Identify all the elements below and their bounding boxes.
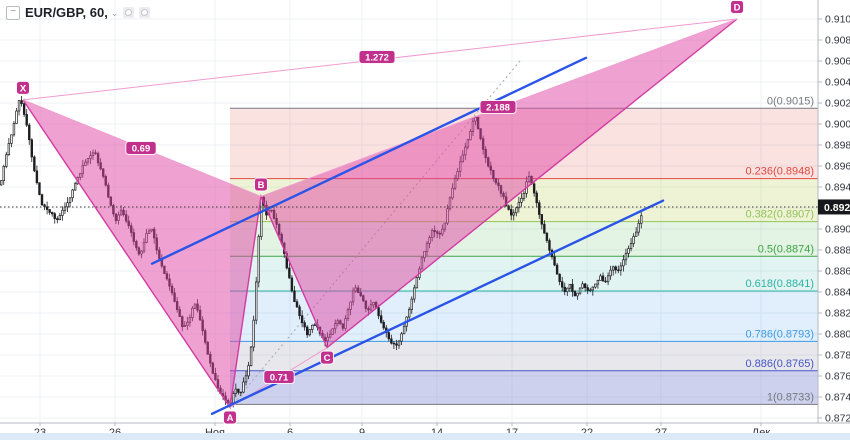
fib-level-label: 0.382(0.8907) [746, 209, 815, 221]
pattern-label[interactable] [16, 80, 30, 95]
pattern-label[interactable] [320, 350, 334, 365]
fib-level-label: 0.618(0.8841) [746, 278, 815, 290]
circle-icon [125, 9, 133, 16]
collapse-pane-icon[interactable]: − [6, 5, 20, 20]
bottom-panel-strip [0, 433, 850, 440]
fib-level-label: 0.5(0.8874) [758, 243, 814, 255]
pattern-label[interactable] [263, 370, 295, 384]
fib-level-label: 0.886(0.8765) [746, 358, 815, 370]
legend-mini-icon-1[interactable] [123, 7, 135, 18]
fib-level-label: 0.786(0.8793) [746, 328, 815, 340]
pattern-label-text: C [324, 353, 331, 364]
pattern-label-text: X [20, 83, 27, 94]
pattern-label[interactable] [730, 0, 744, 14]
pattern-label-text: 1.272 [365, 52, 389, 63]
symbol-legend[interactable]: − EUR/GBP, 60, ⌄ [6, 5, 151, 20]
pattern-label-text: 0.69 [132, 143, 151, 154]
pattern-labels[interactable]: X A B C D 0.69 1.272 2.188 0.71 [16, 0, 744, 425]
fib-level-labels: 0(0.9015) 0.236(0.8948) 0.382(0.8907) 0.5(0… [746, 95, 815, 403]
fib-level-label: 0.236(0.8948) [746, 166, 815, 178]
pattern-label-text: D [734, 2, 741, 13]
pattern-label[interactable] [254, 177, 268, 192]
fib-level-label: 0(0.9015) [767, 95, 814, 107]
pattern-label[interactable] [125, 141, 157, 155]
fib-band [230, 341, 818, 371]
fib-level-label: 1(0.8733) [767, 391, 814, 403]
circle-icon [141, 9, 149, 16]
symbol-title[interactable]: EUR/GBP, 60, [25, 5, 108, 20]
chevron-down-icon[interactable]: ⌄ [110, 8, 119, 18]
pattern-label-text: A [227, 413, 234, 424]
pattern-label[interactable] [358, 50, 396, 64]
fib-band [230, 370, 818, 405]
svg-text:0.8921: 0.8921 [824, 202, 850, 214]
price-axis[interactable] [818, 0, 850, 440]
pattern-label[interactable] [479, 100, 517, 114]
pattern-label-text: B [258, 180, 265, 191]
trendline-upper[interactable] [150, 56, 588, 265]
pattern-label-text: 2.188 [486, 102, 510, 113]
last-price-badge: 0.8921 [818, 199, 850, 215]
pattern-label-text: 0.71 [270, 372, 289, 383]
pattern-label[interactable] [223, 410, 237, 425]
legend-mini-icon-2[interactable] [139, 7, 151, 18]
